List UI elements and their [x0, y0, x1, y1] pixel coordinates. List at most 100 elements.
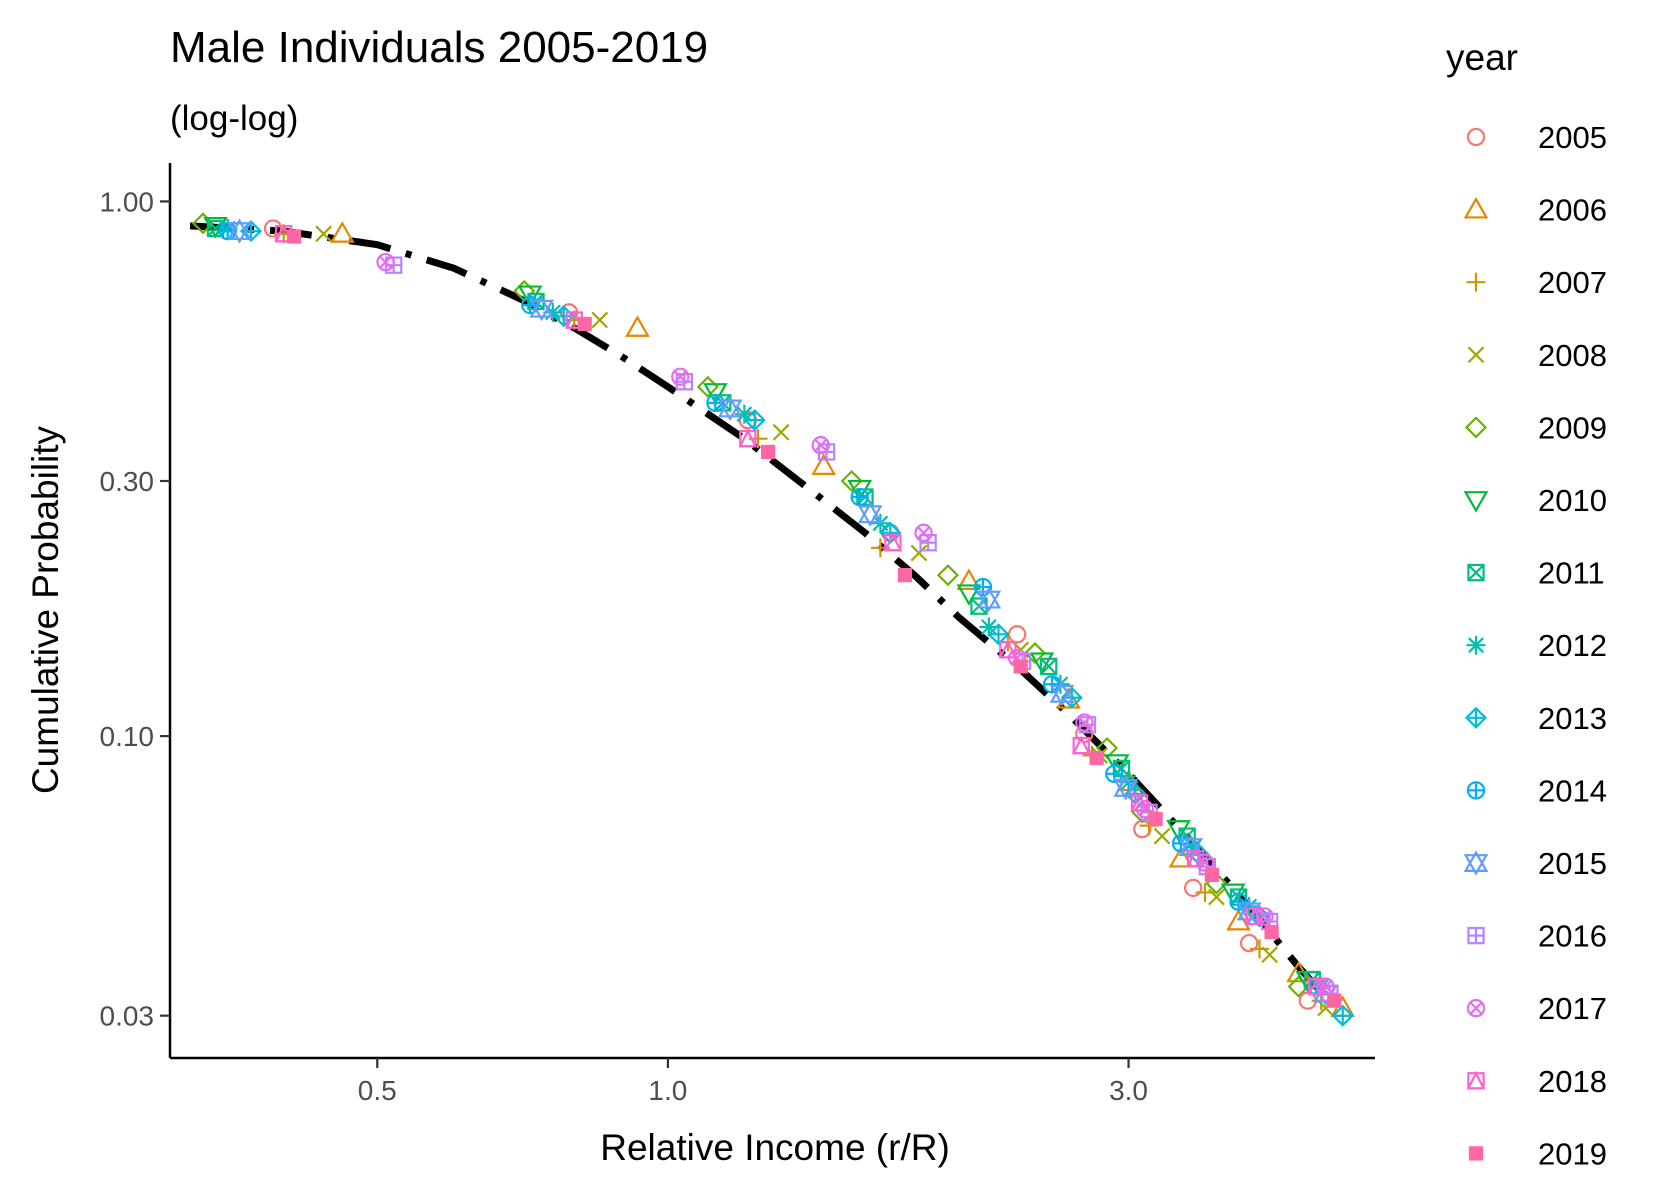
data-point — [1184, 878, 1203, 898]
data-point — [703, 383, 728, 405]
data-point — [1023, 641, 1047, 665]
y-tick-label: 0.10 — [100, 721, 155, 752]
series-2013 — [239, 220, 1354, 1027]
data-point — [1186, 848, 1205, 868]
data-point — [840, 469, 863, 493]
data-point — [625, 315, 650, 337]
data-point — [227, 218, 252, 244]
legend-item-2012: 2012 — [1466, 628, 1607, 663]
data-point — [706, 393, 725, 413]
legend-label: 2012 — [1538, 628, 1607, 663]
legend-key — [1466, 1070, 1486, 1090]
legend-item-2014: 2014 — [1466, 773, 1607, 808]
series-2006 — [329, 221, 1356, 1017]
legend-key — [1467, 563, 1485, 582]
data-point — [1153, 827, 1171, 845]
legend-key — [1466, 781, 1486, 800]
data-point — [529, 296, 554, 322]
legend-key — [1467, 926, 1485, 945]
data-point — [286, 229, 302, 244]
legend-key — [1463, 491, 1489, 513]
data-point — [1148, 811, 1163, 827]
legend-label: 2018 — [1538, 1064, 1607, 1099]
legend-label: 2016 — [1538, 919, 1607, 954]
data-point — [1229, 892, 1248, 911]
data-point — [1239, 933, 1259, 953]
legend-label: 2007 — [1538, 265, 1607, 300]
legend-label: 2006 — [1538, 193, 1607, 228]
data-point — [329, 221, 355, 243]
series-2007 — [274, 224, 1331, 1011]
data-point — [811, 453, 837, 475]
data-point — [1075, 713, 1094, 732]
data-point — [1007, 625, 1027, 644]
data-point — [1089, 750, 1104, 766]
legend-item-2005: 2005 — [1466, 120, 1607, 155]
data-point — [1113, 775, 1139, 801]
data-point — [376, 252, 395, 272]
legend-key — [1466, 999, 1486, 1018]
data-point — [1071, 735, 1091, 755]
legend-label: 2005 — [1538, 120, 1607, 155]
legend-title: year — [1446, 37, 1518, 78]
data-point — [717, 395, 743, 422]
series-2017 — [376, 252, 1335, 996]
y-axis: 1.00 0.30 0.10 0.03 — [100, 186, 170, 1032]
legend-key — [1466, 635, 1486, 655]
data-point — [1307, 976, 1327, 996]
chart-title: Male Individuals 2005-2019 — [170, 23, 708, 72]
data-point — [811, 436, 830, 455]
data-point — [936, 564, 959, 587]
x-axis: 0.5 1.0 3.0 — [358, 1058, 1148, 1106]
data-point — [315, 225, 333, 243]
x-tick-label: 1.0 — [648, 1075, 687, 1106]
data-point — [1049, 681, 1075, 707]
data-point — [591, 311, 609, 329]
legend-item-2006: 2006 — [1463, 193, 1607, 228]
data-point — [743, 409, 766, 432]
x-tick-label: 0.5 — [358, 1075, 397, 1106]
x-axis-title: Relative Income (r/R) — [600, 1127, 950, 1168]
legend-label: 2017 — [1538, 991, 1607, 1026]
data-point — [671, 367, 690, 386]
chart-subtitle: (log-log) — [170, 99, 298, 138]
data-point — [517, 285, 543, 308]
legend-label: 2013 — [1538, 701, 1607, 736]
series-2015 — [227, 218, 1338, 1007]
data-point — [883, 532, 903, 552]
data-point — [772, 423, 790, 441]
series-2016 — [385, 256, 1339, 1003]
data-point — [976, 586, 1002, 613]
legend-label: 2008 — [1538, 338, 1607, 373]
data-point — [577, 316, 592, 332]
series-2012 — [218, 218, 1331, 997]
series-2019 — [286, 229, 1342, 1008]
legend-label: 2011 — [1538, 556, 1605, 591]
y-tick-label: 0.03 — [100, 1001, 155, 1032]
y-axis-title: Cumulative Probability — [25, 425, 66, 794]
data-point — [897, 568, 913, 583]
legend-key — [1464, 416, 1488, 439]
series-2009 — [191, 212, 1310, 998]
legend-key — [1466, 127, 1486, 147]
legend-item-2016: 2016 — [1467, 919, 1607, 954]
data-point — [987, 623, 1010, 646]
data-point — [1168, 845, 1194, 868]
legend-label: 2010 — [1538, 483, 1607, 518]
x-tick-label: 3.0 — [1109, 1075, 1148, 1106]
data-point — [1013, 659, 1028, 674]
data-point — [956, 568, 982, 590]
data-point — [1327, 993, 1342, 1008]
legend-key — [1463, 850, 1489, 876]
data-point — [998, 639, 1018, 659]
legend-item-2010: 2010 — [1463, 483, 1607, 518]
legend-item-2013: 2013 — [1464, 701, 1607, 736]
legend-item-2018: 2018 — [1466, 1064, 1607, 1099]
legend-label: 2015 — [1538, 846, 1607, 881]
y-tick-label: 1.00 — [100, 186, 155, 217]
data-point — [1261, 946, 1279, 964]
legend: year 2005 2006 2007 2008 2009 2010 2011 2012 201… — [1446, 37, 1607, 1171]
series-2018 — [274, 223, 1327, 996]
legend-label: 2009 — [1538, 410, 1607, 445]
